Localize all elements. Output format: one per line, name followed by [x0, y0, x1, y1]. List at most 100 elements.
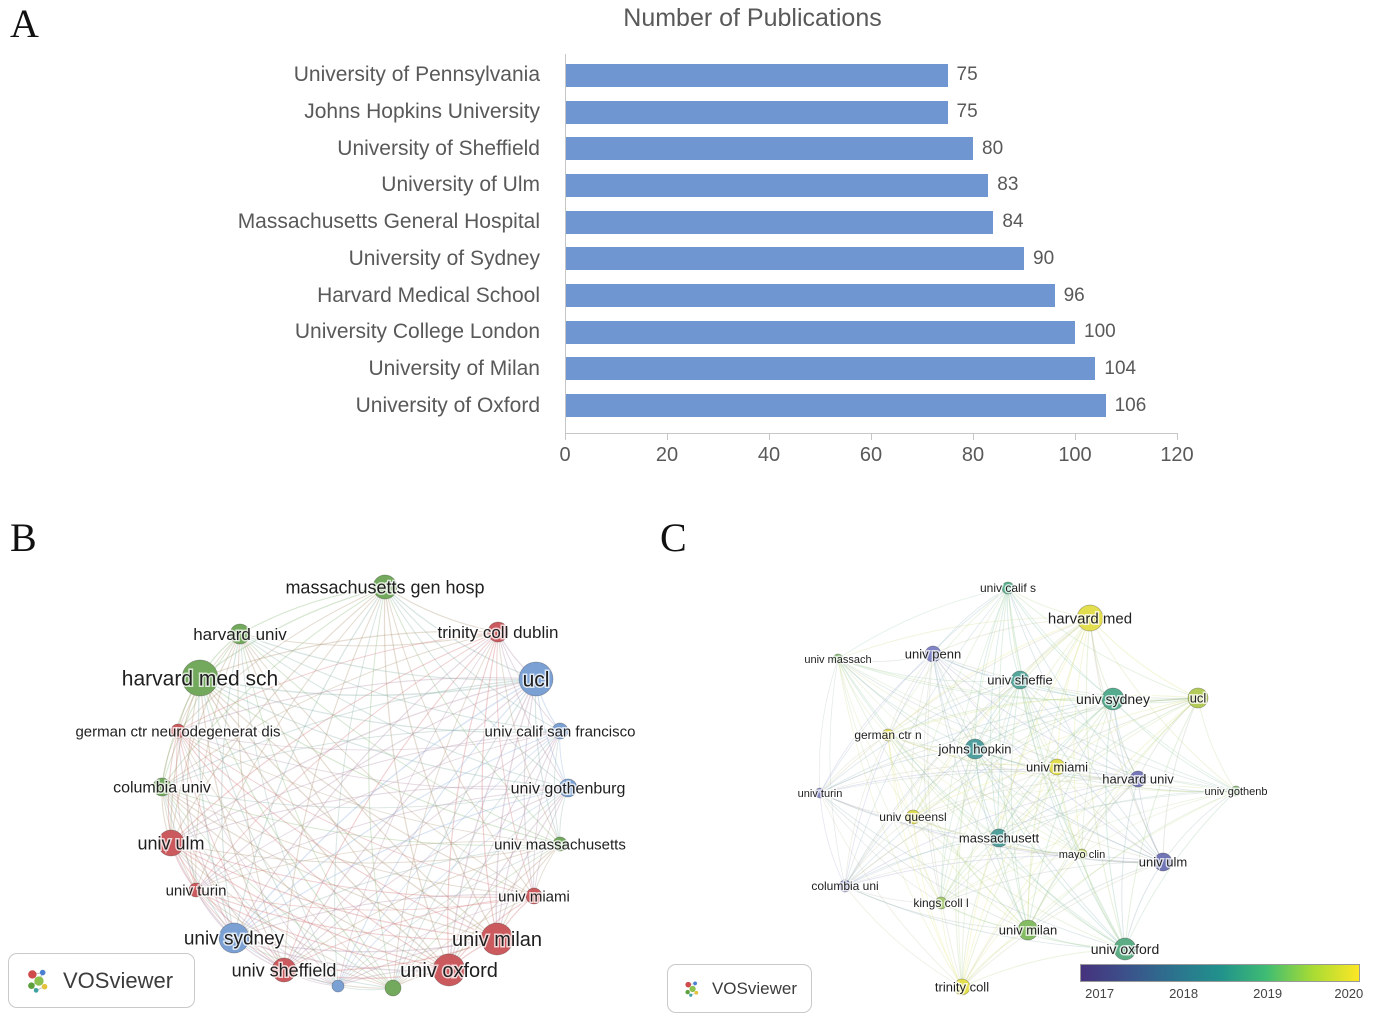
bar-track: 106	[565, 394, 1205, 418]
network-edge	[170, 842, 394, 989]
network-edge	[1081, 853, 1126, 950]
bar	[565, 137, 973, 161]
network-node-label: univ sydney	[1076, 691, 1150, 707]
network-node-label: mayo clin	[1059, 849, 1105, 861]
network-edge	[1010, 679, 1029, 931]
network-edge	[844, 855, 1164, 887]
network-node	[934, 896, 948, 910]
network-edge	[974, 587, 1009, 750]
network-edge	[1081, 698, 1114, 855]
network-edge	[334, 586, 386, 987]
bar	[565, 394, 1106, 418]
network-edge	[998, 790, 1237, 839]
network-edge	[837, 658, 976, 750]
network-edge	[912, 816, 942, 904]
network-node-label: univ massach	[804, 654, 871, 666]
network-edge	[384, 586, 498, 940]
network-edge	[161, 786, 498, 940]
network-edge	[1019, 679, 1139, 780]
network-edge	[177, 730, 561, 751]
network-edge	[932, 653, 976, 750]
network-node-label: ucl	[523, 668, 550, 691]
network-node-label: ucl	[1190, 691, 1207, 706]
network-edge	[170, 785, 569, 844]
bar-value-label: 96	[1063, 284, 1085, 306]
network-node	[1101, 687, 1125, 711]
category-label: Massachusetts General Hospital	[237, 210, 540, 234]
network-edge	[533, 730, 561, 897]
network-edge	[170, 842, 285, 971]
bar-track: 80	[565, 137, 1205, 161]
x-axis-tick-label: 80	[961, 444, 985, 466]
bar-row: University of Ulm 83	[190, 167, 1395, 204]
network-edge	[961, 617, 1091, 988]
vosviewer-logo: VOSviewer	[8, 953, 195, 1008]
network-edge	[1027, 778, 1139, 931]
network-edge	[837, 658, 963, 988]
network-edge	[195, 633, 241, 891]
network-edge	[940, 697, 1199, 904]
network-node	[480, 922, 514, 956]
network-edge	[337, 895, 535, 987]
network-edge	[1019, 679, 1126, 950]
vosviewer-label: VOSviewer	[63, 967, 174, 993]
network-edge	[195, 889, 394, 989]
panel-b-label: B	[10, 515, 37, 560]
network-edge	[958, 587, 1009, 988]
network-edge	[195, 631, 499, 891]
network-node-label: univ milan	[452, 929, 542, 951]
network-edge	[195, 841, 561, 891]
network-node-label: johns hopkin	[938, 742, 1012, 757]
network-node	[1187, 687, 1209, 709]
network-node-label: univ ulm	[1139, 855, 1187, 870]
network-node	[1076, 604, 1104, 632]
x-axis-tick-label: 40	[757, 444, 781, 466]
network-edge	[1081, 697, 1199, 855]
network-edge	[912, 778, 1139, 818]
network-edge	[186, 677, 201, 891]
bar-value-label: 80	[982, 137, 1004, 159]
network-edge	[170, 842, 561, 864]
network-edge	[170, 842, 450, 971]
network-edge	[197, 677, 235, 939]
network-edge	[283, 969, 450, 979]
network-node	[838, 879, 852, 893]
bar-value-label: 104	[1104, 357, 1137, 379]
network-node	[558, 778, 578, 798]
chart-title: Number of Publications	[623, 4, 882, 32]
network-node-label: trinity coll dublin	[438, 623, 559, 642]
network-edge	[392, 843, 561, 989]
network-edge	[1137, 697, 1199, 780]
network-edge	[819, 792, 942, 904]
bar-row: University of Sydney 90	[190, 241, 1395, 278]
network-node-label: harvard univ	[1102, 772, 1174, 787]
network-node	[525, 887, 543, 905]
network-edge	[1089, 617, 1237, 792]
network-edge	[170, 842, 498, 940]
network-edge	[887, 734, 1126, 950]
network-edge	[940, 679, 1021, 904]
network-edge	[819, 617, 1091, 794]
network-edge	[844, 885, 963, 988]
network-edge	[932, 653, 1029, 931]
vosviewer-icon	[28, 969, 48, 993]
network-edge	[1027, 697, 1199, 931]
network-edge	[553, 730, 561, 845]
network-edge	[239, 633, 498, 940]
network-node-label: univ sheffie	[987, 673, 1053, 688]
network-node	[1001, 581, 1015, 595]
bar-track: 100	[565, 320, 1205, 344]
network-edge	[998, 697, 1199, 839]
network-edge	[239, 633, 394, 989]
network-edge	[932, 653, 1199, 699]
network-edge	[844, 679, 1021, 887]
network-edge	[195, 678, 537, 891]
network-edge	[1124, 790, 1237, 950]
network-edge	[961, 837, 1000, 988]
network-edge	[837, 658, 1164, 863]
network-edge	[887, 734, 1058, 768]
network-edge	[932, 587, 1009, 655]
network-node	[905, 809, 921, 825]
network-edge	[819, 587, 1009, 794]
network-edge	[1007, 587, 1083, 855]
